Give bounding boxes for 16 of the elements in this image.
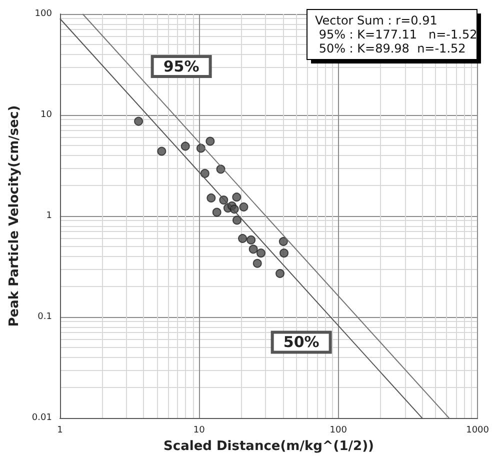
x-tick-label: 100 xyxy=(330,426,348,436)
y-tick-label: 100 xyxy=(34,9,52,19)
x-tick-label: 1000 xyxy=(466,426,490,436)
y-axis-title: Peak Particle Velocity(cm/sec) xyxy=(7,105,22,327)
annotation: 95% : K=177.11 n=-1.52 xyxy=(315,28,478,42)
y-tick-label: 0.1 xyxy=(38,312,52,322)
y-tick-label: 0.01 xyxy=(32,413,52,424)
x-axis-title: Scaled Distance(m/kg^(1/2)) xyxy=(164,439,374,454)
series-label: 95% xyxy=(163,58,200,76)
annotation: 50% : K=89.98 n=-1.52 xyxy=(315,42,466,56)
x-tick-label: 1 xyxy=(57,426,63,436)
series-label: 50% xyxy=(283,333,320,352)
y-tick-label: 10 xyxy=(40,110,52,120)
y-tick-label: 1 xyxy=(46,211,52,222)
annotation: Vector Sum : r=0.91 xyxy=(315,14,438,28)
x-tick-label: 10 xyxy=(193,426,206,436)
